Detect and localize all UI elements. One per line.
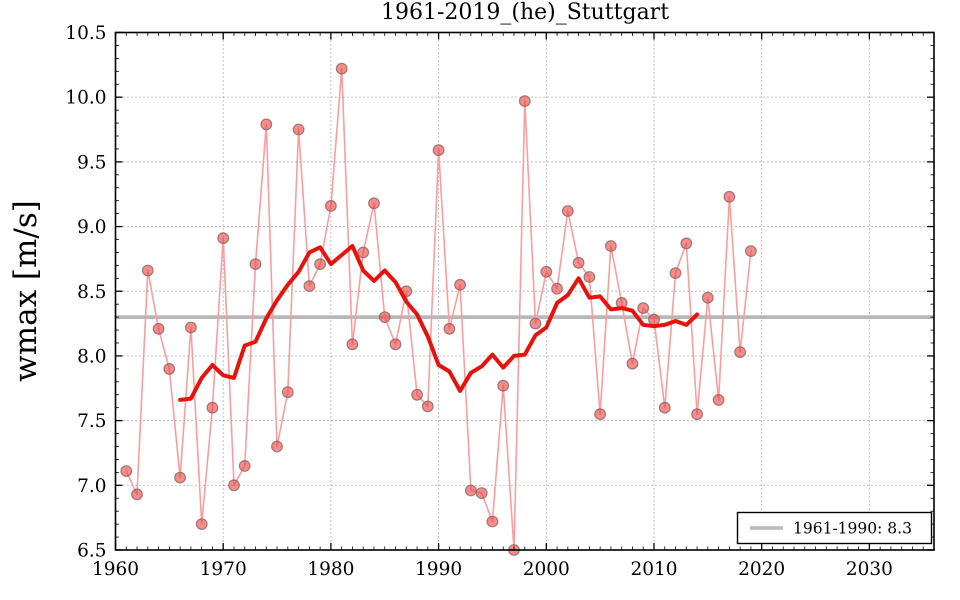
data-point-2013: [680, 237, 693, 250]
data-point-1970: [217, 232, 230, 245]
data-point-2000: [540, 265, 553, 278]
chart-title: 1961-2019_(he)_Stuttgart: [381, 0, 669, 25]
data-point-2018: [734, 346, 746, 359]
data-point-1986: [389, 338, 402, 351]
data-point-2006: [605, 240, 617, 252]
y-tick-label: 9.5: [77, 152, 106, 173]
data-point-2019: [745, 245, 757, 258]
data-point-1978: [303, 280, 316, 293]
y-tick-label: 9.0: [77, 217, 106, 238]
data-point-2005: [594, 408, 606, 421]
data-point-1988: [411, 388, 424, 401]
y-tick-label: 7.0: [77, 476, 106, 497]
data-point-1995: [486, 515, 499, 528]
x-tick-label: 1960: [92, 559, 139, 580]
y-tick-label: 7.5: [77, 411, 106, 432]
data-point-1964: [152, 322, 165, 335]
data-point-1967: [184, 321, 197, 334]
data-point-2003: [572, 256, 585, 269]
x-tick-label: 2000: [523, 559, 570, 580]
plot-border: [114, 31, 935, 551]
data-point-2015: [701, 291, 714, 304]
series-layer: [115, 62, 934, 556]
data-point-2017: [723, 190, 736, 203]
data-point-1962: [131, 488, 143, 501]
data-point-1979: [314, 258, 327, 271]
data-point-1963: [141, 264, 154, 277]
data-point-2008: [626, 357, 639, 370]
x-tick-label: 1990: [415, 559, 462, 580]
data-point-1968: [195, 518, 208, 530]
y-tick-label: 10.5: [65, 23, 106, 44]
tick-label-layer: 1960 1970 1980 1990 2000 2010 2020 2030 6.5 7.0 7.…: [65, 23, 893, 580]
data-point-1961: [120, 465, 133, 478]
data-point-1980: [325, 199, 337, 212]
data-point-1999: [529, 317, 542, 330]
data-point-1974: [260, 118, 273, 131]
data-point-1991: [443, 322, 456, 335]
data-point-1985: [378, 311, 391, 324]
data-point-2012: [669, 267, 682, 280]
data-point-1965: [163, 363, 176, 375]
running-mean-11yr-line: [178, 244, 700, 402]
data-point-2010: [648, 313, 660, 326]
data-point-1984: [368, 197, 380, 210]
data-point-1992: [454, 278, 467, 291]
grid-layer: [115, 32, 934, 550]
data-point-1966: [174, 471, 187, 484]
data-point-2014: [691, 408, 703, 421]
data-point-1998: [518, 95, 531, 107]
data-point-2016: [712, 394, 725, 406]
x-tick-label: 1970: [200, 559, 247, 580]
data-point-1977: [292, 123, 305, 136]
x-tick-label: 2010: [630, 559, 677, 580]
data-point-1969: [206, 401, 219, 414]
data-point-2001: [551, 282, 563, 295]
y-tick-label: 8.5: [77, 282, 106, 303]
y-axis-label: wmax [m/s]: [8, 200, 44, 382]
data-point-1989: [421, 400, 434, 413]
data-point-1993: [465, 484, 477, 497]
y-tick-label: 8.0: [77, 346, 106, 367]
data-point-1982: [346, 338, 359, 351]
data-point-2004: [583, 271, 596, 283]
data-point-1972: [238, 460, 251, 472]
data-point-1983: [357, 246, 370, 259]
y-tick-label: 10.0: [65, 88, 106, 109]
data-point-1971: [228, 479, 240, 492]
data-point-1973: [249, 258, 262, 271]
data-point-1981: [335, 62, 348, 75]
legend-label: 1961-1990: 8.3: [793, 520, 912, 538]
data-point-1976: [281, 386, 294, 399]
y-tick-label: 6.5: [77, 541, 106, 562]
x-tick-label: 2030: [846, 559, 893, 580]
data-point-1990: [432, 144, 445, 157]
data-point-2002: [561, 205, 574, 217]
legend: 1961-1990: 8.3: [736, 511, 933, 545]
x-tick-label: 2020: [738, 559, 785, 580]
data-point-1994: [475, 487, 488, 500]
data-point-2011: [658, 401, 671, 414]
data-point-2009: [637, 302, 650, 315]
data-point-1996: [497, 379, 510, 392]
data-point-1975: [271, 440, 283, 453]
x-tick-label: 1980: [307, 559, 354, 580]
